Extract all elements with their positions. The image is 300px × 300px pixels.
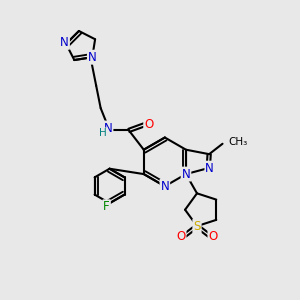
Text: N: N xyxy=(160,180,169,193)
Text: S: S xyxy=(193,220,201,232)
Text: F: F xyxy=(103,200,110,213)
Text: H: H xyxy=(99,128,107,138)
Text: O: O xyxy=(208,230,218,243)
Text: O: O xyxy=(144,118,153,131)
Text: N: N xyxy=(206,162,214,175)
Text: O: O xyxy=(176,230,186,243)
Text: N: N xyxy=(104,122,112,134)
Text: N: N xyxy=(88,51,97,64)
Text: N: N xyxy=(182,168,190,181)
Text: N: N xyxy=(60,36,69,49)
Text: CH₃: CH₃ xyxy=(228,137,247,147)
